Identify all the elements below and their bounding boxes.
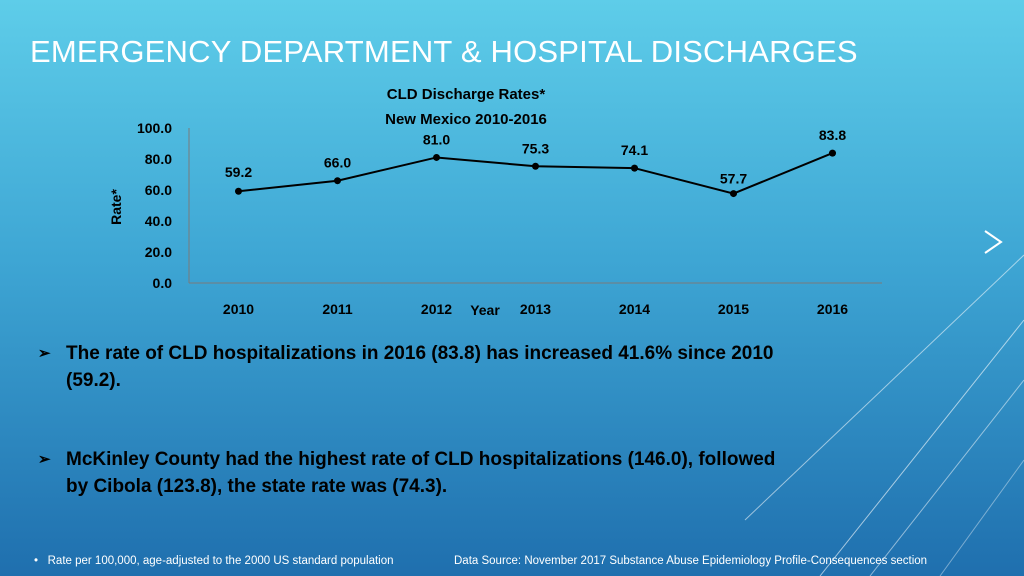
data-point bbox=[235, 187, 242, 195]
data-label: 75.3 bbox=[522, 140, 549, 156]
x-tick-label: 2015 bbox=[718, 301, 749, 317]
x-tick-label: 2010 bbox=[223, 301, 254, 317]
x-axis-label: Year bbox=[470, 302, 500, 318]
chart-title: CLD Discharge Rates* bbox=[387, 86, 546, 103]
chevron-right-icon bbox=[984, 230, 1003, 254]
footnote: • Rate per 100,000, age-adjusted to the … bbox=[34, 555, 394, 567]
x-tick-label: 2014 bbox=[619, 301, 650, 317]
y-axis-label: Rate* bbox=[108, 189, 124, 225]
data-label: 83.8 bbox=[819, 127, 846, 143]
data-point bbox=[433, 153, 440, 161]
x-tick-label: 2013 bbox=[520, 301, 551, 317]
y-tick-label: 20.0 bbox=[145, 244, 172, 260]
data-point bbox=[829, 149, 836, 157]
y-tick-label: 100.0 bbox=[137, 120, 172, 136]
arrow-bullet-icon: ➢ bbox=[38, 451, 51, 468]
data-point bbox=[730, 190, 737, 198]
data-source: Data Source: November 2017 Substance Abu… bbox=[454, 555, 928, 567]
slide-title: EMERGENCY DEPARTMENT & HOSPITAL DISCHARG… bbox=[30, 34, 858, 69]
data-label: 74.1 bbox=[621, 142, 648, 158]
y-tick-label: 60.0 bbox=[145, 182, 172, 198]
footnote-text: Rate per 100,000, age-adjusted to the 20… bbox=[47, 555, 394, 567]
data-point bbox=[334, 177, 341, 185]
data-point bbox=[631, 164, 638, 172]
y-tick-label: 40.0 bbox=[145, 213, 172, 229]
data-label: 66.0 bbox=[324, 155, 351, 171]
arrow-bullet-icon: ➢ bbox=[38, 345, 51, 362]
y-tick-label: 0.0 bbox=[153, 275, 173, 291]
bullet-item-increase: ➢ The rate of CLD hospitalizations in 20… bbox=[38, 340, 798, 394]
data-label: 81.0 bbox=[423, 131, 450, 147]
bullet-item-mckinley: ➢ McKinley County had the highest rate o… bbox=[38, 446, 798, 500]
x-tick-label: 2011 bbox=[322, 301, 353, 317]
data-label: 57.7 bbox=[720, 171, 747, 187]
chart-subtitle: New Mexico 2010-2016 bbox=[385, 111, 547, 128]
bullet-text: The rate of CLD hospitalizations in 2016… bbox=[66, 343, 774, 391]
bullet-text: McKinley County had the highest rate of … bbox=[66, 449, 776, 497]
data-label: 59.2 bbox=[225, 164, 252, 180]
x-tick-label: 2016 bbox=[817, 301, 848, 317]
data-point bbox=[532, 162, 539, 170]
x-tick-label: 2012 bbox=[421, 301, 452, 317]
y-tick-label: 80.0 bbox=[145, 151, 172, 167]
footnote-marker: • bbox=[34, 555, 39, 567]
